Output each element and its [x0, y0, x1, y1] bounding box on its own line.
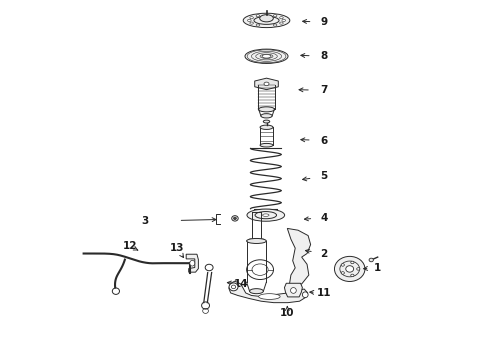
Text: 6: 6	[320, 136, 327, 145]
Ellipse shape	[232, 216, 238, 221]
Ellipse shape	[234, 217, 236, 220]
Text: 1: 1	[374, 263, 381, 273]
Ellipse shape	[273, 24, 277, 26]
Ellipse shape	[190, 260, 195, 266]
Ellipse shape	[263, 120, 270, 123]
Ellipse shape	[261, 114, 272, 118]
Ellipse shape	[229, 283, 238, 291]
Polygon shape	[229, 281, 308, 303]
Ellipse shape	[264, 82, 269, 86]
Text: 13: 13	[170, 243, 184, 253]
Ellipse shape	[263, 214, 269, 216]
Ellipse shape	[247, 209, 285, 221]
Ellipse shape	[280, 22, 283, 24]
Ellipse shape	[280, 17, 283, 19]
Ellipse shape	[256, 24, 260, 26]
Text: 8: 8	[320, 51, 327, 61]
Ellipse shape	[231, 285, 236, 289]
Text: 3: 3	[141, 216, 148, 226]
Polygon shape	[287, 228, 311, 287]
Ellipse shape	[260, 143, 273, 147]
Text: 11: 11	[317, 288, 331, 298]
Ellipse shape	[250, 22, 253, 24]
Ellipse shape	[254, 17, 279, 24]
Text: 5: 5	[320, 171, 327, 181]
Ellipse shape	[341, 272, 344, 274]
Ellipse shape	[273, 15, 277, 17]
Text: 9: 9	[320, 17, 327, 27]
Ellipse shape	[282, 19, 286, 22]
Ellipse shape	[247, 19, 251, 22]
Ellipse shape	[302, 292, 308, 298]
Ellipse shape	[246, 238, 267, 243]
Text: 10: 10	[280, 308, 294, 318]
Ellipse shape	[259, 294, 280, 300]
Ellipse shape	[245, 49, 288, 63]
Ellipse shape	[335, 256, 365, 282]
Ellipse shape	[357, 268, 360, 270]
Text: 14: 14	[234, 279, 249, 289]
Ellipse shape	[291, 288, 296, 293]
Ellipse shape	[243, 13, 290, 28]
Ellipse shape	[249, 289, 264, 294]
Ellipse shape	[260, 125, 273, 130]
Ellipse shape	[351, 274, 354, 277]
Text: 12: 12	[123, 241, 138, 251]
Ellipse shape	[250, 17, 253, 19]
Polygon shape	[255, 78, 278, 90]
Ellipse shape	[256, 15, 260, 17]
Text: 7: 7	[320, 85, 328, 95]
Ellipse shape	[341, 264, 344, 266]
Ellipse shape	[340, 261, 360, 277]
Ellipse shape	[255, 212, 276, 219]
Ellipse shape	[346, 266, 354, 272]
Ellipse shape	[260, 15, 273, 22]
Ellipse shape	[262, 54, 271, 58]
Ellipse shape	[351, 261, 354, 264]
Polygon shape	[285, 283, 302, 297]
Polygon shape	[186, 254, 198, 272]
Ellipse shape	[258, 107, 274, 112]
Ellipse shape	[369, 258, 373, 262]
Text: 2: 2	[320, 248, 327, 258]
Text: 4: 4	[320, 213, 328, 222]
